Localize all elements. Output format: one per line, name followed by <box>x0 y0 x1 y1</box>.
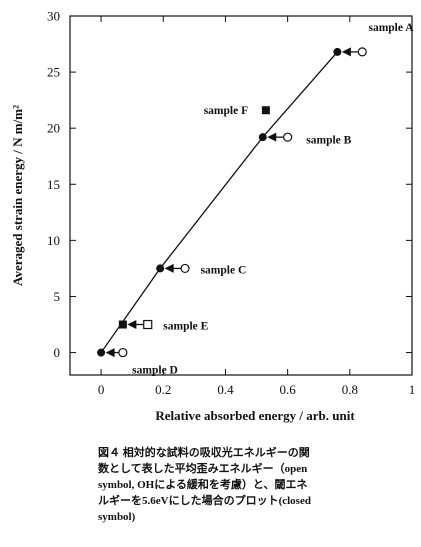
sample-label: sample D <box>132 364 178 376</box>
closed-square-point <box>261 106 270 115</box>
caption-line-4: ルギーを5.6eVにした場合のプロット(closed <box>98 495 311 507</box>
y-tick-label: 0 <box>54 345 61 360</box>
x-tick-label: 1 <box>409 382 416 397</box>
caption-line-1: 図４ 相対的な試料の吸収光エネルギーの関 <box>98 447 310 459</box>
open-circle-point <box>118 347 128 358</box>
open-square-point <box>143 319 153 330</box>
fit-line <box>100 51 338 353</box>
caption-line-2: 数として表した平均歪みエネルギー（open <box>98 463 308 475</box>
x-tick-label: 0.8 <box>342 382 358 397</box>
sample-label: sample E <box>163 321 208 333</box>
arrow-head <box>341 47 351 57</box>
sample-label: sample B <box>306 134 351 146</box>
closed-circle-point <box>156 264 165 273</box>
sample-label: sample A <box>368 22 414 34</box>
caption-line-5: symbol) <box>98 511 136 523</box>
sample-label: sample C <box>201 265 247 277</box>
closed-circle-point <box>258 133 267 142</box>
caption-line-3: symbol, OHによる緩和を考慮）と、閾エネ <box>98 479 308 491</box>
y-tick-label: 30 <box>47 9 60 24</box>
x-tick-label: 0.4 <box>217 382 234 397</box>
closed-square-point <box>118 320 127 329</box>
arrow-head <box>127 320 137 330</box>
y-tick-label: 10 <box>47 233 60 248</box>
x-tick-label: 0 <box>98 382 105 397</box>
closed-circle-point <box>333 47 342 56</box>
arrow-head <box>105 348 115 358</box>
open-circle-point <box>357 47 367 57</box>
y-tick-label: 15 <box>47 177 60 192</box>
open-circle-point <box>283 132 293 142</box>
sample-label: sample F <box>204 105 248 117</box>
x-axis-title: Relative absorbed energy / arb. unit <box>155 408 355 423</box>
arrow-head <box>267 132 277 142</box>
closed-circle-point <box>97 348 106 357</box>
x-tick-label: 0.2 <box>155 382 171 397</box>
x-tick-label: 0.6 <box>280 382 297 397</box>
arrow-head <box>164 263 174 273</box>
y-tick-label: 25 <box>47 65 60 80</box>
y-tick-label: 20 <box>47 121 60 136</box>
open-circle-point <box>180 263 190 274</box>
y-tick-label: 5 <box>54 289 61 304</box>
figure-caption: 図４ 相対的な試料の吸収光エネルギーの関 数として表した平均歪みエネルギー（op… <box>98 445 398 525</box>
y-axis-title: Averaged strain energy / N m/m² <box>10 105 25 286</box>
plot-frame <box>69 15 413 376</box>
